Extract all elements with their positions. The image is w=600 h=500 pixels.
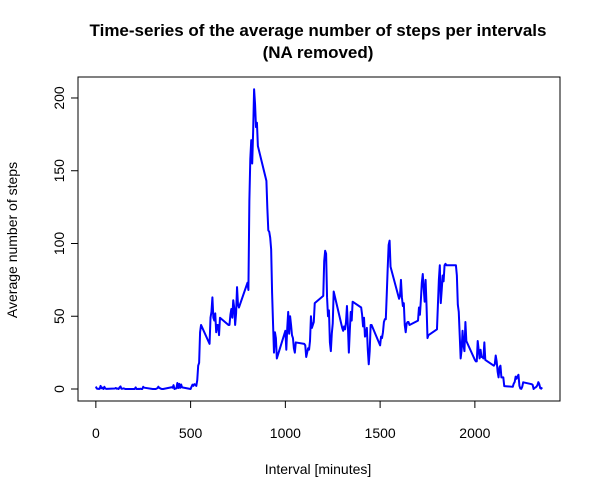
y-tick-label: 50	[51, 308, 67, 324]
x-tick-label: 0	[92, 425, 100, 441]
x-axis-label: Interval [minutes]	[265, 461, 372, 477]
x-tick-label: 500	[179, 425, 203, 441]
chart-subtitle: (NA removed)	[263, 43, 374, 62]
x-tick-label: 1500	[365, 425, 396, 441]
x-tick-label: 1000	[270, 425, 301, 441]
data-line	[94, 88, 543, 390]
y-tick-label: 200	[51, 86, 67, 110]
y-tick-label: 150	[51, 159, 67, 183]
y-tick-label: 100	[51, 232, 67, 256]
chart-title: Time-series of the average number of ste…	[90, 21, 547, 40]
y-axis-label: Average number of steps	[4, 162, 20, 318]
y-tick-label: 0	[51, 385, 67, 393]
plot-box	[77, 76, 561, 402]
x-tick-label: 2000	[459, 425, 490, 441]
